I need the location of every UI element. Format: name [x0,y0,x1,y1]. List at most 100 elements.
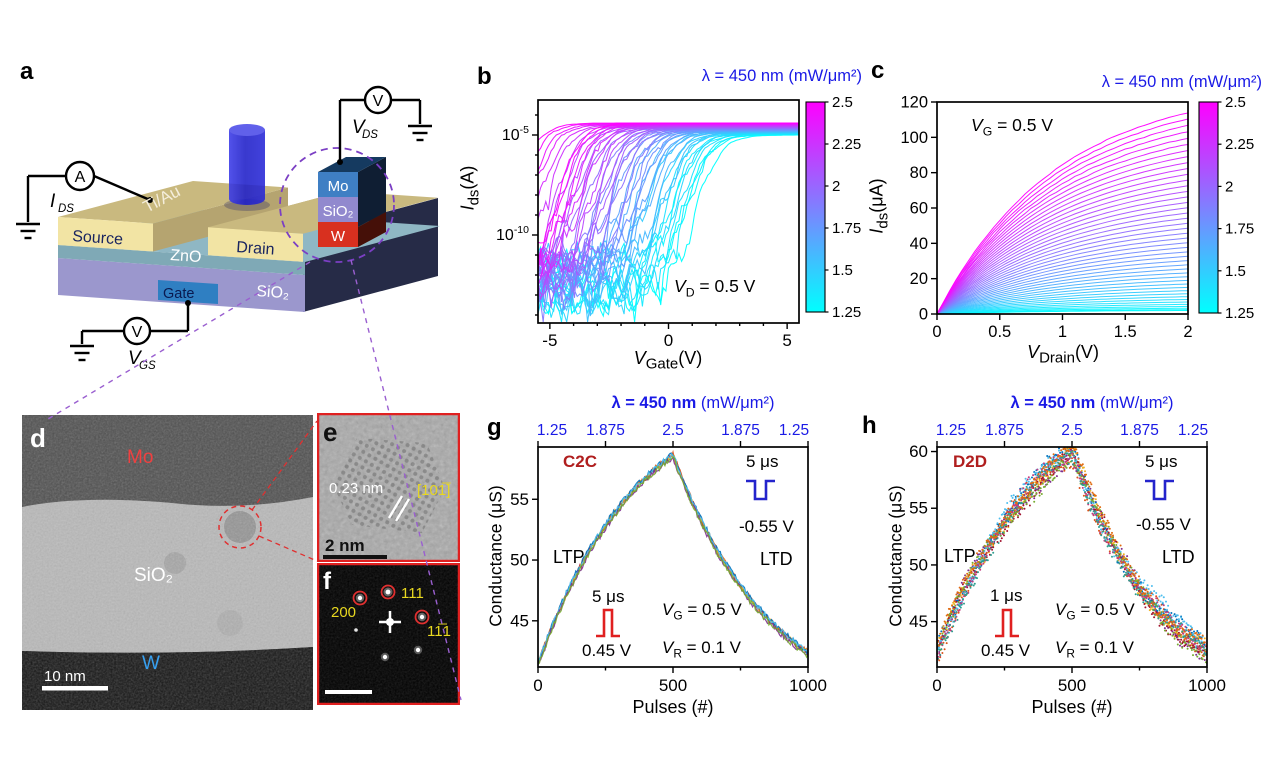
vgs-label-sub: GS [139,360,156,372]
panel-h-neg-pulse-v: -0.55 V [1136,515,1191,534]
stack-highlight-circle [279,147,395,263]
panel-h-letter: h [862,412,877,439]
panel-b-xlabel: VGate(V) [633,348,703,373]
fft-200-label: 200 [331,604,356,621]
x-tick-label: 0.5 [988,323,1011,341]
panel-h-title-bold: λ = 450 nm [1010,394,1096,412]
panel-g-vg-annotation: VG = 0.5 V [662,600,742,623]
hrtem-nanocrystal: e 0.23 nm [101̅] 2 nm [317,413,460,562]
y-tick-label: 20 [910,270,928,288]
panel-c-letter: c [871,57,885,84]
x-tick-label: 0 [533,676,542,695]
stack-w-label: W [331,228,346,245]
y-tick-label: 0 [919,306,928,324]
panel-g-title-bold: λ = 450 nm [611,394,697,412]
x-tick-label: 1 [1058,323,1067,341]
colorbar-tick-label: 2 [832,178,840,195]
y-tick-label: 10-5 [502,124,529,144]
colorbar-tick-label: 2.5 [1225,94,1246,111]
panel-a-letter: a [20,58,34,85]
vgs-voltmeter-symbol: V [132,324,143,341]
panel-h-vg-annotation: VG = 0.5 V [1055,600,1135,623]
stack-sio2-label: SiO₂ [323,203,354,220]
panel-h-variant-label: D2D [953,452,988,471]
colorbar [805,101,826,313]
y-tick-label: 40 [910,235,928,253]
top-tick-label: 1.25 [1178,422,1208,439]
panel-g-pos-pulse-v: 0.45 V [582,641,632,660]
y-tick-label: 55 [510,490,529,509]
light-beam [229,124,265,205]
x-tick-label: 500 [1058,676,1086,695]
top-tick-label: 1.875 [586,422,625,439]
colorbar-tick-label: 1.75 [1225,221,1254,238]
x-tick-label: 500 [659,676,687,695]
tem-sio2-label: SiO₂ [134,565,173,586]
tem-cross-section: d Mo SiO₂ W 10 nm [22,415,313,710]
panel-h-top-axis-title: λ = 450 nm (mW/μm²) [957,394,1227,413]
drain-label: Drain [236,239,275,259]
fft-diffraction: f 111 200 11̅1 [317,563,460,705]
panel-g-vr-annotation: VR = 0.1 V [662,638,742,661]
panel-h-neg-pulse-width: 5 μs [1145,452,1178,471]
ids-label-sub: DS [58,203,74,215]
panel-f-letter: f [323,568,332,595]
fft-1m11-label: 11̅1 [427,623,451,640]
fft-scalebar [325,690,372,694]
top-tick-label: 2.5 [662,422,684,439]
fft-111-label: 111 [401,585,424,602]
y-tick-label: 50 [909,555,928,574]
transfer-curves [538,122,799,323]
panel-c-colorbar-title: λ = 450 nm (mW/μm²) [1101,73,1262,91]
device-schematic: A I DS V V DS V V [16,85,440,372]
colorbar-tick-label: 2.25 [832,136,861,153]
x-tick-label: 1.5 [1114,323,1137,341]
colorbar-tick-label: 1.5 [1225,263,1246,280]
gate-label: Gate [163,286,194,302]
panel-h-ltd-label: LTD [1162,547,1195,567]
y-tick-label: 45 [510,611,529,630]
panel-h-title-rest: (mW/μm²) [1095,394,1174,412]
crystal-direction-label: [101̅] [417,482,451,499]
axis-box [537,99,800,324]
colorbar [1198,101,1219,314]
y-tick-label: 50 [510,551,529,570]
y-tick-label: 10-10 [496,224,529,244]
panel-g-variant-label: C2C [563,452,598,471]
memory-stack [318,157,386,247]
substrate-label: SiO₂ [256,283,290,302]
colorbar-tick-label: 1.25 [1225,305,1254,322]
colorbar-tick-label: 2.5 [832,94,853,111]
panel-c-ylabel: Ids(μA) [866,178,892,234]
ids-contact-dot [147,197,153,203]
source-label: Source [72,228,124,249]
panel-g-xlabel: Pulses (#) [632,697,714,717]
vds-contact-dot [337,159,343,165]
panel-c-xlabel: VDrain(V) [1027,342,1099,367]
x-tick-label: 0 [932,676,941,695]
y-tick-label: 120 [900,94,928,112]
ids-label-sym: I [50,191,56,212]
panel-b-colorbar-title: λ = 450 nm (mW/μm²) [701,67,862,85]
panel-e-letter: e [323,417,337,447]
panel-g-letter: g [487,414,502,441]
panel-h-vr-annotation: VR = 0.1 V [1055,638,1135,661]
zno-label: ZnO [170,247,202,266]
vds-voltmeter-icon [363,85,393,115]
y-tick-label: 100 [900,129,928,147]
x-tick-label: 1000 [789,676,827,695]
top-tick-label: 1.875 [721,422,760,439]
panel-b-letter: b [477,63,492,90]
vds-label-sub: DS [362,129,378,141]
x-tick-label: 5 [782,331,791,350]
panel-h-ylabel: Conductance (μS) [885,485,906,627]
panel-g-pos-pulse-width: 5 μs [592,587,625,606]
hrtem-scalebar [323,555,387,559]
stack-mo-label: Mo [328,178,349,195]
ids-circuit [16,174,151,240]
y-tick-label: 45 [909,612,928,631]
y-tick-label: 55 [909,499,928,518]
